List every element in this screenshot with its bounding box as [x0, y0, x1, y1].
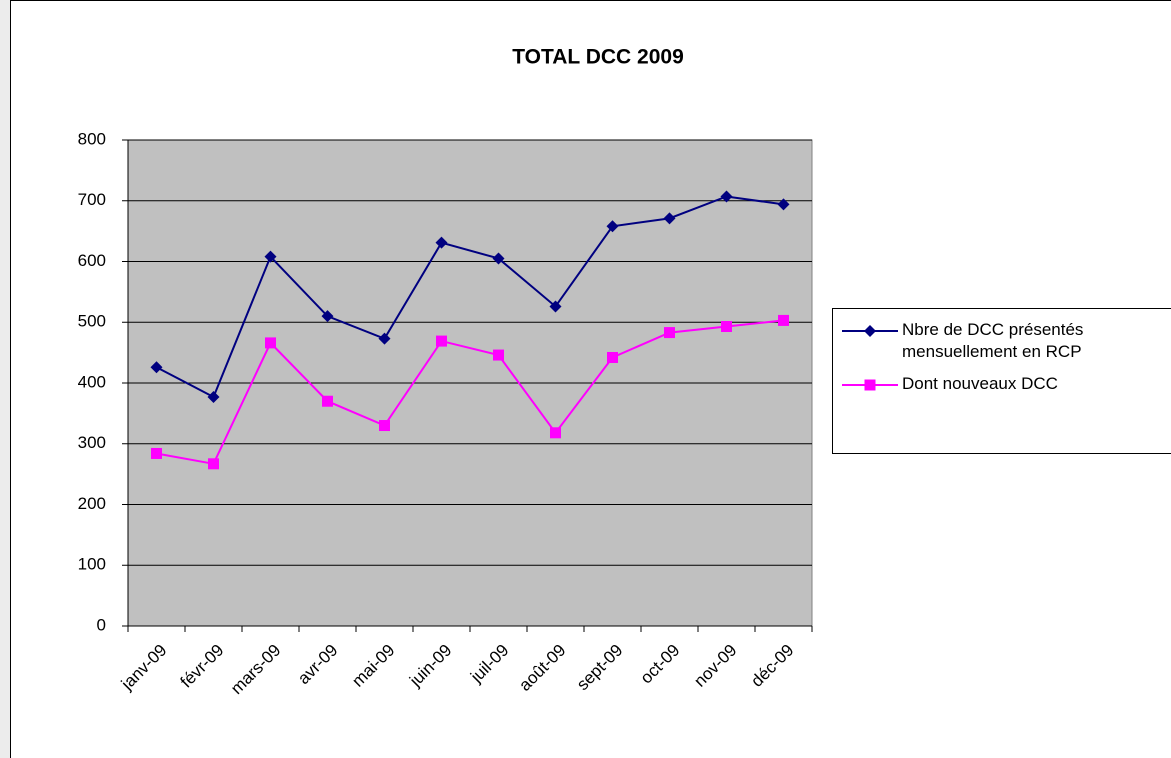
legend [832, 308, 1171, 454]
point [436, 335, 447, 347]
point [606, 220, 619, 233]
y-tick-label: 300 [78, 433, 106, 452]
point [321, 310, 334, 323]
point [663, 212, 676, 225]
point [265, 337, 276, 349]
point [720, 190, 733, 203]
legend-line-text: Dont nouveaux DCC [902, 374, 1058, 393]
y-tick-label: 700 [78, 190, 106, 209]
point [777, 198, 790, 211]
series-line [156, 319, 784, 465]
point [435, 236, 448, 249]
legend-line-text: Nbre de DCC présentés [902, 320, 1083, 339]
point [379, 420, 390, 432]
point [549, 300, 562, 313]
point [607, 351, 618, 363]
legend-label: Dont nouveaux DCC [902, 374, 1058, 393]
point [492, 252, 505, 265]
point [151, 447, 162, 459]
y-tick-label: 600 [78, 251, 106, 270]
point [664, 327, 675, 339]
legend-marker [864, 325, 876, 337]
y-tick-label: 200 [78, 494, 106, 513]
point [493, 349, 504, 361]
point [721, 321, 732, 333]
point [778, 314, 789, 326]
point [264, 250, 277, 263]
y-tick-label: 800 [78, 129, 106, 148]
legend-label: Nbre de DCC présentés mensuellement en RC… [902, 320, 1083, 361]
y-tick-label: 500 [78, 312, 106, 331]
point [550, 427, 561, 439]
point [322, 395, 333, 407]
point [378, 332, 391, 345]
point [208, 458, 219, 470]
y-tick-label: 0 [97, 615, 106, 634]
chart-title: TOTAL DCC 2009 [512, 46, 684, 69]
y-tick-label: 100 [78, 555, 106, 574]
point [150, 361, 163, 374]
point [207, 390, 220, 403]
legend-marker [864, 379, 876, 391]
series-line [156, 195, 784, 399]
legend-line-text: mensuellement en RCP [902, 342, 1082, 361]
y-tick-label: 400 [78, 372, 106, 391]
